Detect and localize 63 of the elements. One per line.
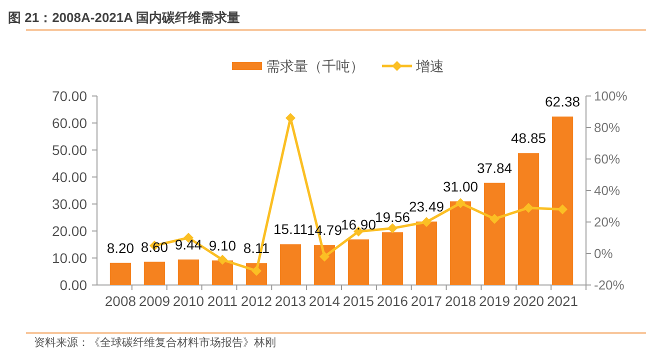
y-tick-label: 20.00 [52, 222, 88, 239]
bar [280, 244, 302, 285]
data-label: 37.84 [477, 160, 512, 176]
data-label: 9.10 [208, 237, 236, 254]
x-tick-label: 2019 [478, 293, 510, 309]
point [524, 202, 534, 213]
legend-label: 需求量（千吨） [266, 58, 364, 74]
bar [518, 153, 540, 285]
x-tick-label: 2008 [104, 293, 136, 309]
y-tick-label: 0.00 [60, 276, 88, 293]
bar [382, 232, 404, 285]
y-tick-label: 10.00 [52, 250, 88, 266]
x-tick-label: 2021 [546, 293, 578, 309]
y-tick-label: 30.00 [52, 196, 88, 212]
data-label: 16.90 [340, 216, 376, 232]
x-tick-label: 2012 [240, 293, 272, 309]
x-tick-label: 2011 [207, 293, 238, 309]
x-tick-label: 2013 [274, 293, 306, 309]
y2-tick-label: 0% [594, 246, 614, 262]
x-tick-label: 2016 [376, 293, 408, 309]
y-tick-label: 50.00 [52, 142, 88, 158]
data-label: 31.00 [442, 178, 478, 194]
point [490, 214, 500, 224]
y-tick-label: 40.00 [52, 168, 88, 185]
y2-tick-label: 60% [594, 152, 620, 167]
x-tick-label: 2020 [512, 293, 544, 309]
point [217, 254, 228, 265]
bar [416, 222, 438, 285]
data-label: 48.85 [511, 130, 546, 146]
data-label: 62.38 [545, 94, 580, 110]
bar [348, 239, 370, 285]
y2-tick-label: -20% [594, 278, 625, 293]
bar [484, 182, 506, 285]
y2-tick-label: 20% [594, 214, 620, 230]
bar [450, 201, 472, 285]
y2-tick-label: 80% [594, 120, 620, 136]
x-tick-label: 2018 [444, 293, 476, 309]
y-tick-label: 60.00 [52, 114, 88, 131]
y2-tick-label: 40% [594, 183, 620, 198]
data-label: 23.49 [408, 198, 444, 215]
point [319, 252, 330, 262]
bar [144, 262, 166, 285]
bar [178, 260, 200, 285]
legend-label: 增速 [415, 58, 444, 74]
data-label: 15.11 [273, 221, 308, 238]
bar [552, 116, 574, 285]
data-label: 19.56 [374, 209, 410, 226]
chart-title: 图 21：2008A-2021A 国内碳纤维需求量 [8, 10, 240, 25]
point [456, 198, 466, 208]
x-tick-label: 2014 [308, 293, 340, 309]
point [558, 204, 568, 214]
point [422, 217, 432, 227]
y2-tick-label: 100% [594, 88, 628, 104]
point [388, 223, 398, 234]
text: 资料来源：《全球碳纤维复合材料市场报告》林刚 [34, 336, 276, 349]
x-tick-label: 2017 [410, 293, 442, 309]
y-tick-label: 70.00 [52, 88, 88, 104]
bar [110, 262, 132, 285]
x-tick-label: 2009 [138, 293, 170, 309]
bar [212, 260, 234, 285]
data-label: 8.20 [106, 240, 134, 256]
x-tick-label: 2010 [172, 293, 204, 309]
x-tick-label: 2015 [342, 293, 374, 309]
